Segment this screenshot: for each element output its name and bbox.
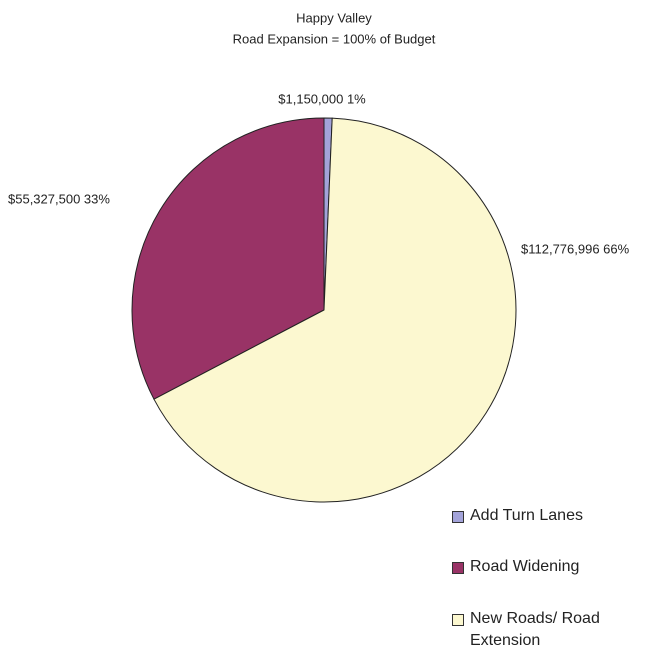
legend-swatch xyxy=(452,562,464,574)
chart-title: Happy Valley xyxy=(296,10,372,25)
pie-slice xyxy=(131,117,325,400)
legend-label: Add Turn Lanes xyxy=(470,507,583,524)
legend-label: Road Widening xyxy=(470,558,580,575)
legend-swatch xyxy=(452,614,464,626)
legend-label: New Roads/ Road Extension xyxy=(470,610,600,649)
chart-subtitle: Road Expansion = 100% of Budget xyxy=(233,31,436,46)
legend-swatch xyxy=(452,511,464,523)
pie-slice xyxy=(153,117,517,503)
data-label: $55,327,500 33% xyxy=(8,191,110,206)
data-label: $112,776,996 66% xyxy=(521,241,630,256)
data-label: $1,150,000 1% xyxy=(278,91,366,106)
